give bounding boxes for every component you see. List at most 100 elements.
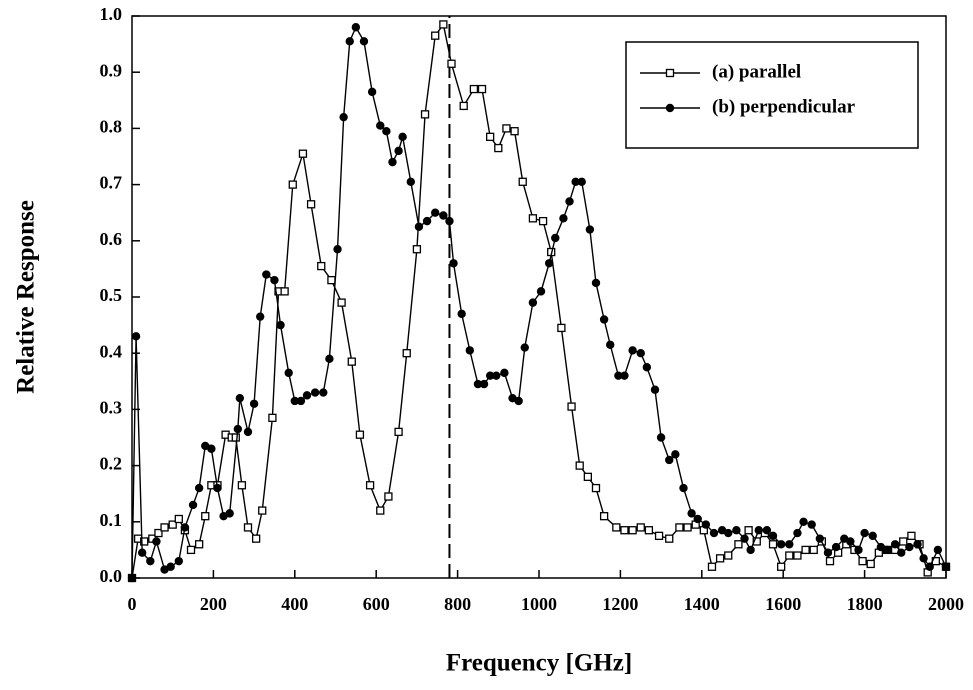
data-point [465, 346, 475, 355]
data-point [394, 427, 403, 437]
data-point [288, 180, 297, 189]
data-point [642, 363, 652, 372]
x-tick-label: 1800 [847, 594, 883, 614]
data-point [319, 388, 328, 397]
data-point [577, 177, 586, 186]
data-point [243, 523, 253, 532]
x-tick-label: 600 [363, 594, 390, 614]
data-point [768, 531, 778, 541]
data-point [656, 433, 666, 442]
data-point [583, 472, 592, 481]
data-point [137, 548, 147, 557]
data-point [752, 537, 761, 546]
data-point [439, 20, 448, 29]
data-point [284, 368, 293, 378]
data-point [707, 562, 717, 571]
data-point [715, 554, 725, 563]
y-tick-label: 0.7 [100, 173, 123, 193]
data-point [907, 531, 916, 540]
data-point [919, 554, 928, 563]
data-point [882, 545, 892, 555]
legend-marker [665, 103, 675, 113]
data-point [854, 545, 863, 555]
data-point [174, 514, 183, 524]
y-tick-label: 0.2 [100, 454, 123, 474]
data-point [866, 559, 875, 569]
data-point [131, 332, 141, 341]
data-point [296, 396, 306, 406]
data-point [644, 526, 654, 535]
data-point [345, 37, 354, 46]
data-point [500, 368, 509, 378]
data-point [899, 537, 908, 546]
data-point [890, 540, 900, 549]
data-point [140, 537, 149, 546]
data-point [327, 275, 336, 285]
data-point [591, 483, 601, 493]
data-point [355, 430, 365, 439]
data-point [801, 545, 810, 555]
data-point [514, 396, 523, 406]
data-point [302, 391, 312, 400]
data-point [376, 506, 385, 515]
data-point [799, 517, 808, 526]
data-point [339, 112, 348, 122]
data-point [367, 87, 377, 97]
data-point [665, 534, 674, 543]
x-tick-label: 800 [444, 594, 471, 614]
data-point [591, 278, 601, 288]
data-point [412, 245, 422, 254]
data-point [754, 526, 763, 535]
data-point [394, 146, 403, 156]
data-point [235, 393, 245, 403]
x-tick-label: 1200 [602, 594, 638, 614]
data-point [154, 528, 163, 538]
data-point [213, 483, 222, 493]
data-point [233, 424, 243, 434]
x-tick-label: 200 [200, 594, 227, 614]
data-point [846, 537, 855, 546]
data-point [127, 573, 137, 583]
x-tick-label: 1600 [765, 594, 801, 614]
data-point [620, 526, 629, 535]
data-point [420, 110, 430, 119]
data-point [262, 270, 271, 279]
data-point [744, 526, 753, 535]
data-point [195, 540, 204, 549]
data-point [777, 562, 786, 571]
data-point [793, 528, 802, 538]
data-point [544, 259, 554, 268]
data-point [650, 385, 660, 394]
data-point [398, 132, 407, 142]
data-point [815, 534, 825, 543]
data-point [740, 534, 749, 543]
data-point [486, 132, 495, 141]
data-point [925, 562, 934, 571]
legend-box [625, 41, 919, 149]
data-point [599, 315, 609, 324]
data-point [612, 523, 621, 532]
data-point [359, 37, 369, 46]
data-point [439, 211, 448, 220]
data-point [654, 531, 664, 540]
data-point [793, 551, 802, 560]
x-tick-label: 1000 [521, 594, 557, 614]
y-tick-label: 1.0 [100, 4, 123, 24]
x-tick-label: 2000 [928, 594, 964, 614]
data-point [606, 340, 615, 349]
data-point [365, 481, 375, 490]
data-point [270, 275, 279, 285]
data-point [492, 371, 501, 380]
data-point [734, 540, 743, 549]
data-point [414, 222, 424, 231]
data-point [243, 427, 253, 437]
data-point [941, 562, 951, 571]
x-tick-label: 1400 [684, 594, 720, 614]
data-point [860, 528, 869, 538]
data-point [160, 523, 169, 532]
data-point [422, 216, 432, 226]
data-point [351, 23, 361, 32]
y-axis-label: Relative Response [13, 200, 40, 394]
data-point [687, 509, 696, 518]
